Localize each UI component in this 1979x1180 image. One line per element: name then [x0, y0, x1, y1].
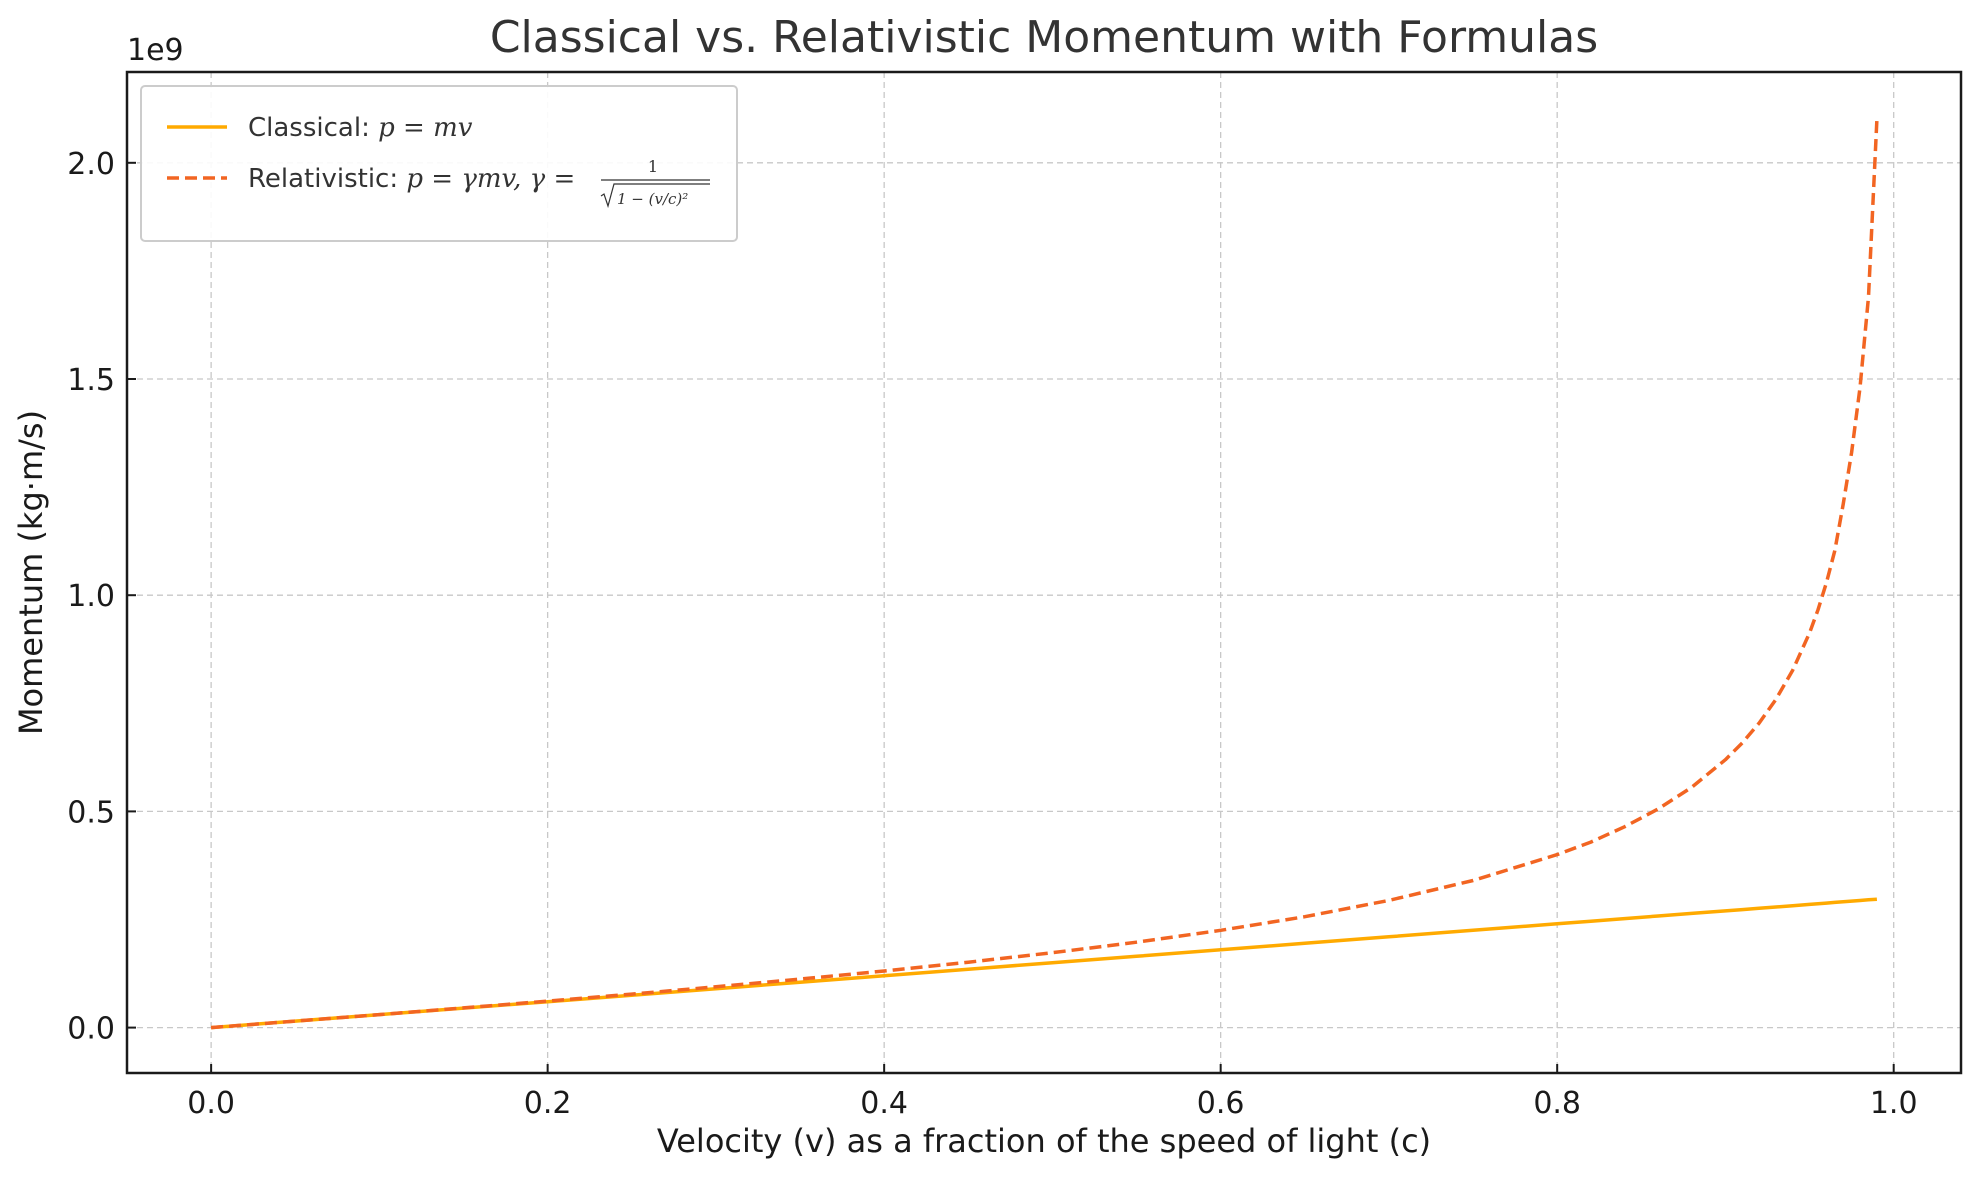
plot-frame: [125, 70, 1963, 1075]
x-tick-label: 0.4: [860, 1086, 908, 1121]
y-tick-label: 0.0: [67, 1012, 115, 1047]
legend-entry-classical-formula: p = mv: [378, 113, 473, 143]
legend-box: [140, 85, 738, 242]
legend: Classical: p = mv Relativistic: p = γmv,…: [140, 85, 738, 242]
x-tick-label: 0.0: [187, 1086, 235, 1121]
x-tick-label: 0.2: [524, 1086, 572, 1121]
legend-entry-relativistic: Relativistic: p = γmv, γ =: [248, 164, 575, 194]
ticks: 0.0 0.2 0.4 0.6 0.8 1.0 0.0 0.5 1.0 1.5 2.0: [67, 147, 1917, 1121]
x-tick-label: 0.8: [1533, 1086, 1581, 1121]
x-tick-label: 0.6: [1197, 1086, 1245, 1121]
series-line-classical: [210, 897, 1878, 1030]
y-tick-label: 0.5: [67, 795, 115, 830]
x-tick-label: 1.0: [1870, 1086, 1918, 1121]
chart-title: Classical vs. Relativistic Momentum with…: [490, 12, 1598, 63]
gamma-denominator: 1 − (v/c)²: [617, 190, 688, 208]
legend-entry-relativistic-prefix: Relativistic:: [248, 164, 406, 194]
y-offset-label: 1e9: [127, 33, 184, 68]
y-tick-label: 2.0: [67, 147, 115, 182]
y-tick-label: 1.5: [67, 363, 115, 398]
gamma-numerator: 1: [648, 157, 658, 176]
legend-entry-classical: Classical: p = mv: [248, 113, 473, 143]
series-line-relativistic: [210, 119, 1879, 1030]
y-tick-label: 1.0: [67, 579, 115, 614]
x-axis-label: Velocity (v) as a fraction of the speed …: [657, 1122, 1431, 1160]
series-layer: [210, 119, 1879, 1030]
legend-entry-relativistic-formula: p = γmv, γ =: [406, 164, 575, 194]
sqrt-sign-icon: [600, 183, 710, 209]
legend-entry-classical-prefix: Classical:: [248, 113, 378, 143]
y-axis-label: Momentum (kg·m/s): [12, 410, 50, 735]
legend-gamma-fraction: 1 1 − (v/c)²: [600, 157, 710, 209]
